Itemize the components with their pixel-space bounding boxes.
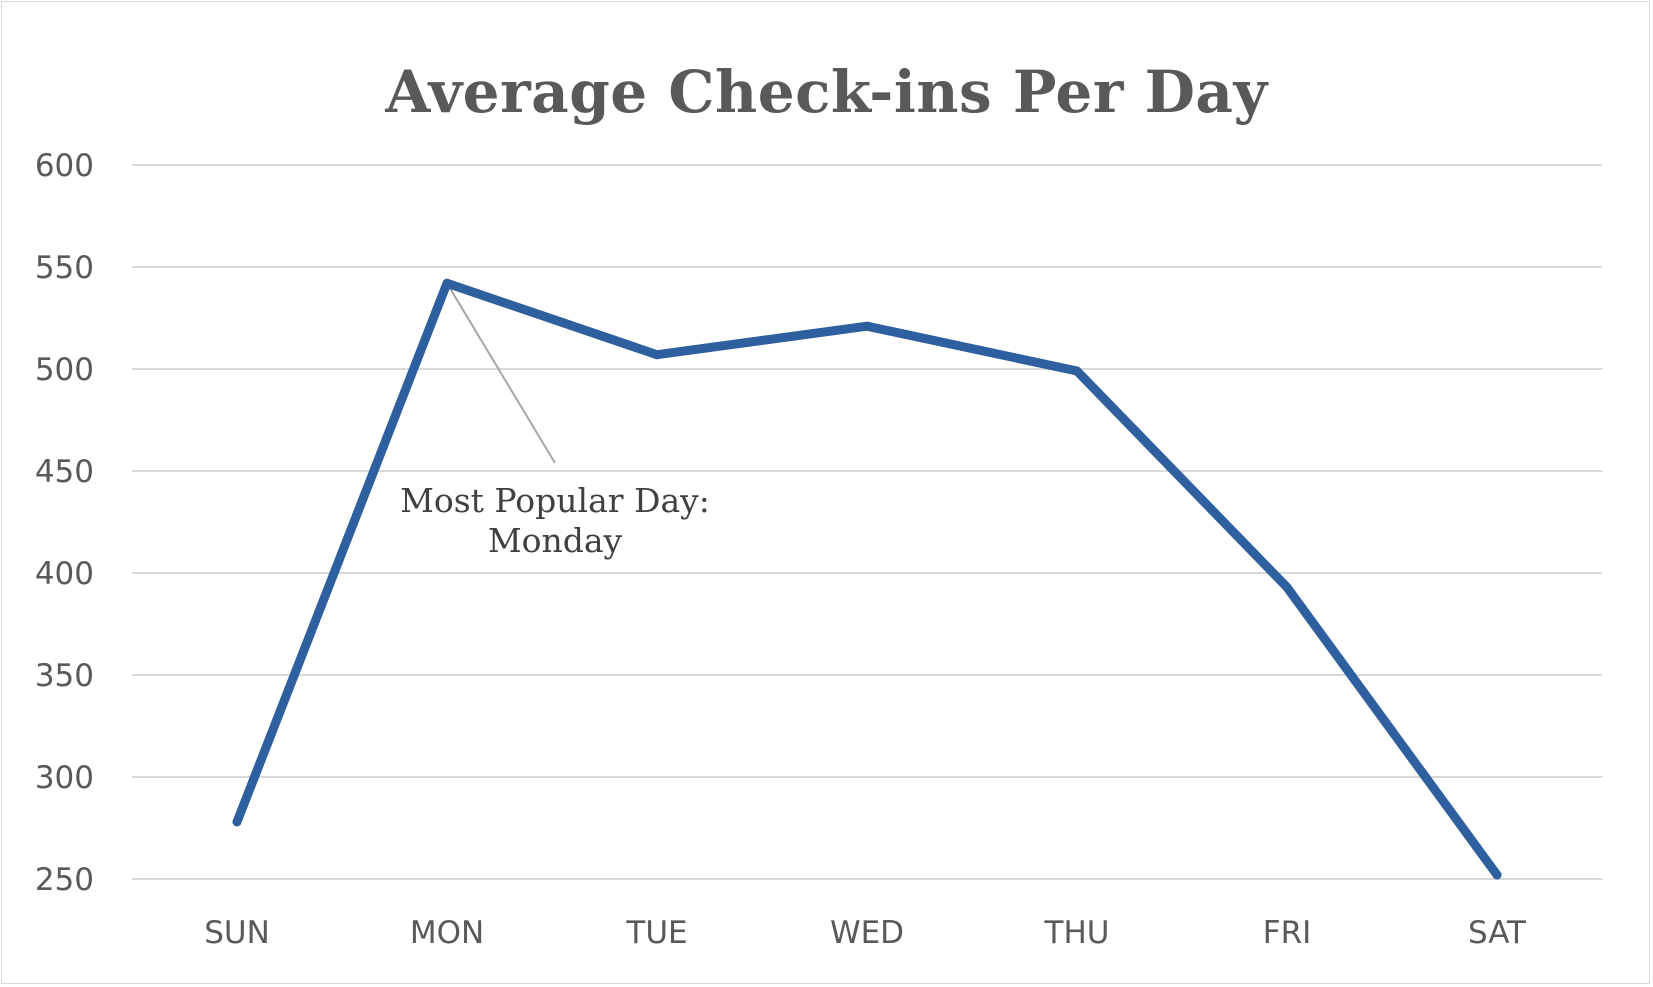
x-axis-ticks: SUN MON TUE WED THU FRI SAT [204,915,1527,951]
y-axis-ticks: 600 550 500 450 400 350 300 250 [35,148,94,898]
y-tick-label: 350 [35,658,94,694]
chart-title: Average Check-ins Per Day [385,58,1268,126]
series-group [232,278,1502,880]
series-line-0 [232,278,1502,880]
annotation-text-line1: Most Popular Day: [400,481,710,520]
y-tick-label: 400 [35,556,94,592]
x-tick-label-fri: FRI [1263,915,1312,951]
data-point-wed [862,321,872,331]
x-tick-label-sat: SAT [1468,915,1527,951]
data-point-tue [652,350,662,360]
gridlines [132,164,1602,880]
data-point-thu [1072,366,1082,376]
x-tick-label-tue: TUE [625,915,687,951]
y-tick-label: 500 [35,352,94,388]
annotation-text-line2: Monday [488,521,623,560]
y-tick-label: 250 [35,862,94,898]
y-tick-label: 450 [35,454,94,490]
data-point-sun [232,817,242,827]
data-point-mon [442,278,452,288]
x-tick-label-thu: THU [1044,915,1110,951]
x-tick-label-mon: MON [410,915,484,951]
peak-annotation: Most Popular Day: Monday [400,282,710,560]
annotation-leader-line [446,282,556,464]
y-tick-label: 300 [35,760,94,796]
y-tick-label: 550 [35,250,94,286]
x-tick-label-wed: WED [830,915,904,951]
data-point-sat [1492,870,1502,880]
x-tick-label-sun: SUN [204,915,270,951]
y-tick-label: 600 [35,148,94,184]
data-point-fri [1282,582,1292,592]
